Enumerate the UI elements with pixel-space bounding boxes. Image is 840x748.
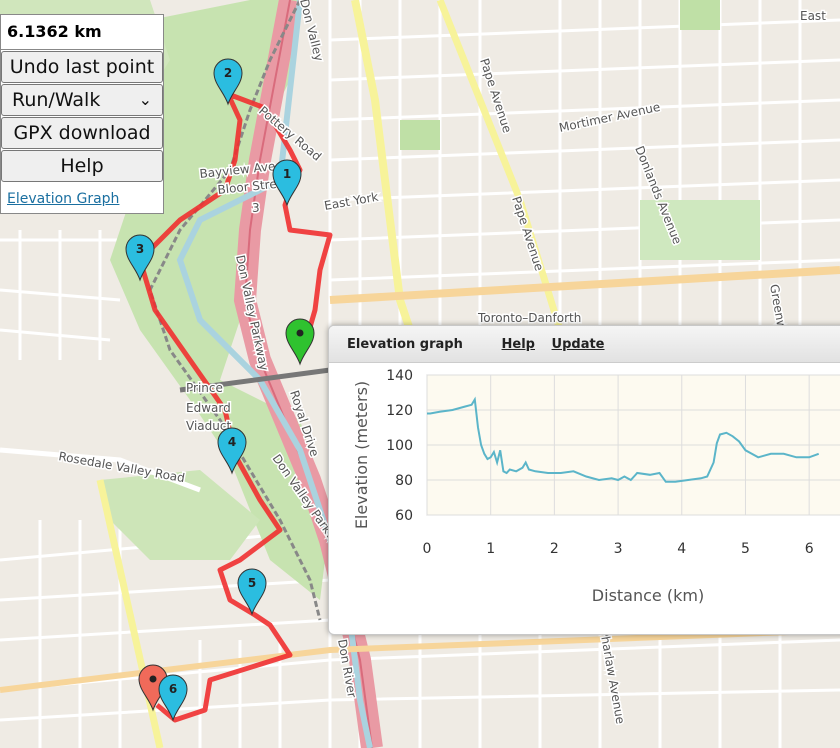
route-markers[interactable]: 1 2 3 4 5 6 [125, 58, 315, 722]
prince-edward-viaduct [179, 367, 331, 393]
x-tick-label: 0 [423, 541, 432, 557]
grid-lines [426, 374, 840, 516]
gpx-download-button[interactable]: GPX download [1, 117, 163, 149]
marker-dot [149, 675, 157, 683]
activity-mode-select[interactable]: Run/Walk ⌄ [1, 84, 163, 116]
park-area [110, 0, 330, 600]
y-tick-label: 100 [386, 438, 413, 454]
park-area [680, 0, 720, 30]
activity-mode-value: Run/Walk [12, 89, 101, 111]
elevation-help-link[interactable]: Help [501, 337, 535, 352]
marker-dot [296, 329, 304, 337]
map-label: 3 [252, 201, 260, 215]
marker-1[interactable]: 1 [272, 159, 302, 207]
y-tick-label: 80 [395, 473, 413, 489]
route-panel: 6.1362 km Undo last point Run/Walk ⌄ GPX… [0, 14, 164, 214]
map-label: East [800, 9, 826, 23]
marker-label: 6 [169, 682, 177, 696]
marker-4[interactable]: 4 [217, 427, 247, 475]
marker-label: 1 [283, 167, 291, 181]
marker-2[interactable]: 2 [213, 58, 243, 106]
marker-6[interactable]: 6 [158, 674, 188, 722]
marker-label: 2 [224, 66, 232, 80]
help-button[interactable]: Help [1, 150, 163, 182]
elevation-graph-link[interactable]: Elevation Graph [7, 191, 120, 207]
x-tick-label: 5 [741, 541, 750, 557]
axis-ticks: 0 1 2 3 4 5 6 60 80 100 120 140 [386, 368, 813, 557]
chevron-down-icon: ⌄ [138, 90, 152, 109]
rosedale-valley-road [0, 447, 201, 493]
total-distance: 6.1362 km [1, 15, 163, 50]
map-label: Edward [186, 401, 231, 415]
x-axis-title: Distance (km) [592, 586, 704, 605]
y-tick-label: 60 [395, 508, 413, 524]
route-path[interactable] [137, 91, 333, 723]
marker-5[interactable]: 5 [237, 568, 267, 616]
elevation-window-title: Elevation graph [347, 337, 463, 352]
y-tick-label: 140 [386, 368, 413, 384]
park-area [100, 470, 260, 560]
marker-label: 5 [248, 576, 256, 590]
x-tick-label: 4 [677, 541, 686, 557]
danforth-avenue [329, 266, 840, 304]
x-tick-label: 2 [550, 541, 559, 557]
x-tick-label: 6 [805, 541, 814, 557]
elevation-window-header: Elevation graph Help Update [329, 326, 840, 363]
y-axis-title: Elevation (meters) [352, 381, 371, 529]
map-label: Viaduct [186, 419, 231, 433]
park-area [400, 120, 440, 150]
park-area [640, 200, 760, 260]
x-tick-label: 1 [486, 541, 495, 557]
marker-label: 4 [228, 435, 236, 449]
map-label: Prince [186, 381, 223, 395]
y-tick-label: 120 [386, 403, 413, 419]
marker-label: 3 [136, 242, 144, 256]
start-marker[interactable] [285, 318, 315, 366]
elevation-series-line [427, 396, 820, 483]
undo-last-point-button[interactable]: Undo last point [1, 51, 163, 83]
marker-3[interactable]: 3 [125, 234, 155, 282]
x-tick-label: 3 [614, 541, 623, 557]
elevation-update-link[interactable]: Update [551, 337, 605, 352]
map-label: Toronto–Danforth [477, 311, 581, 325]
elevation-window: Elevation graph Help Update 0 1 2 3 4 5 6 60 80 1… [328, 325, 840, 635]
road [351, 0, 414, 332]
road [0, 627, 840, 693]
elevation-chart: 0 1 2 3 4 5 6 60 80 100 120 140 Distance (km) Eleva… [352, 368, 840, 605]
